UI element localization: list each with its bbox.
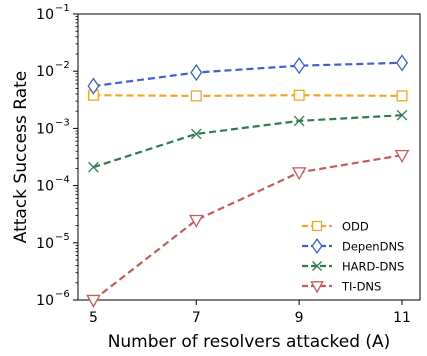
y-tick-exponent: −6 [55, 289, 70, 300]
y-tick-exponent: −5 [55, 232, 70, 243]
legend-entry-hard-dns: HARD-DNS [302, 260, 404, 274]
plot-area [77, 13, 421, 301]
data-point-dependns [396, 54, 408, 72]
data-point-dependns [190, 63, 203, 82]
series-line-hard-dns [93, 114, 403, 169]
legend-entry-ti-dns: TI-DNS [302, 280, 381, 294]
legend-label: TI-DNS [341, 280, 381, 294]
legend-marker [311, 220, 323, 232]
legend-label: ODD [342, 220, 369, 234]
x-axis: 5 7 9 11 [89, 300, 411, 326]
y-axis: 10−610−510−410−310−210−1 [36, 3, 78, 309]
y-axis-label: Attack Success Rate [11, 71, 31, 244]
data-point-ti-dns [394, 149, 410, 164]
data-point-ti-dns [291, 167, 307, 181]
x-axis-label: Number of resolvers attacked (A) [108, 332, 391, 352]
legend-marker [311, 237, 323, 255]
y-tick-label: 10 [36, 64, 54, 80]
axes-frame [77, 13, 421, 301]
series-line-odd [93, 94, 403, 98]
legend-marker [310, 281, 324, 294]
y-tick-label: 10 [36, 236, 54, 252]
x-tick-label: 7 [192, 310, 201, 326]
x-tick-label: 5 [89, 310, 98, 326]
series-line-dependns [93, 61, 403, 88]
series-odd [87, 89, 408, 102]
data-point-dependns [87, 77, 100, 95]
legend: ODD DepenDNS HARD-DNS TI-DNS [302, 220, 404, 294]
y-tick-exponent: −2 [55, 60, 70, 71]
data-point-dependns [293, 57, 306, 75]
legend-marker [312, 261, 322, 271]
legend-label: DepenDNS [342, 240, 404, 254]
legend-entry-odd: ODD [302, 220, 369, 234]
x-tick-label: 9 [295, 310, 304, 326]
legend-entry-dependns: DepenDNS [302, 237, 404, 255]
data-point-hard-dns [190, 128, 202, 140]
y-tick-exponent: −1 [55, 3, 70, 14]
data-point-odd [396, 90, 408, 102]
series-dependns [87, 54, 408, 95]
series-layer [86, 54, 410, 308]
y-tick-label: 10 [36, 293, 54, 309]
y-tick-label: 10 [36, 121, 54, 137]
y-tick-exponent: −3 [55, 117, 70, 128]
x-tick-label: 11 [393, 310, 411, 326]
series-hard-dns [88, 109, 408, 173]
data-point-odd [190, 90, 202, 102]
data-point-ti-dns [86, 294, 101, 308]
data-point-hard-dns [293, 115, 305, 127]
data-point-ti-dns [189, 214, 204, 228]
legend-label: HARD-DNS [342, 260, 404, 274]
y-tick-exponent: −4 [55, 175, 70, 186]
series-ti-dns [86, 149, 410, 308]
y-tick-label: 10 [36, 179, 54, 195]
y-tick-label: 10 [36, 7, 54, 23]
data-point-hard-dns [88, 161, 99, 173]
data-point-odd [293, 89, 305, 101]
data-point-hard-dns [396, 109, 408, 121]
